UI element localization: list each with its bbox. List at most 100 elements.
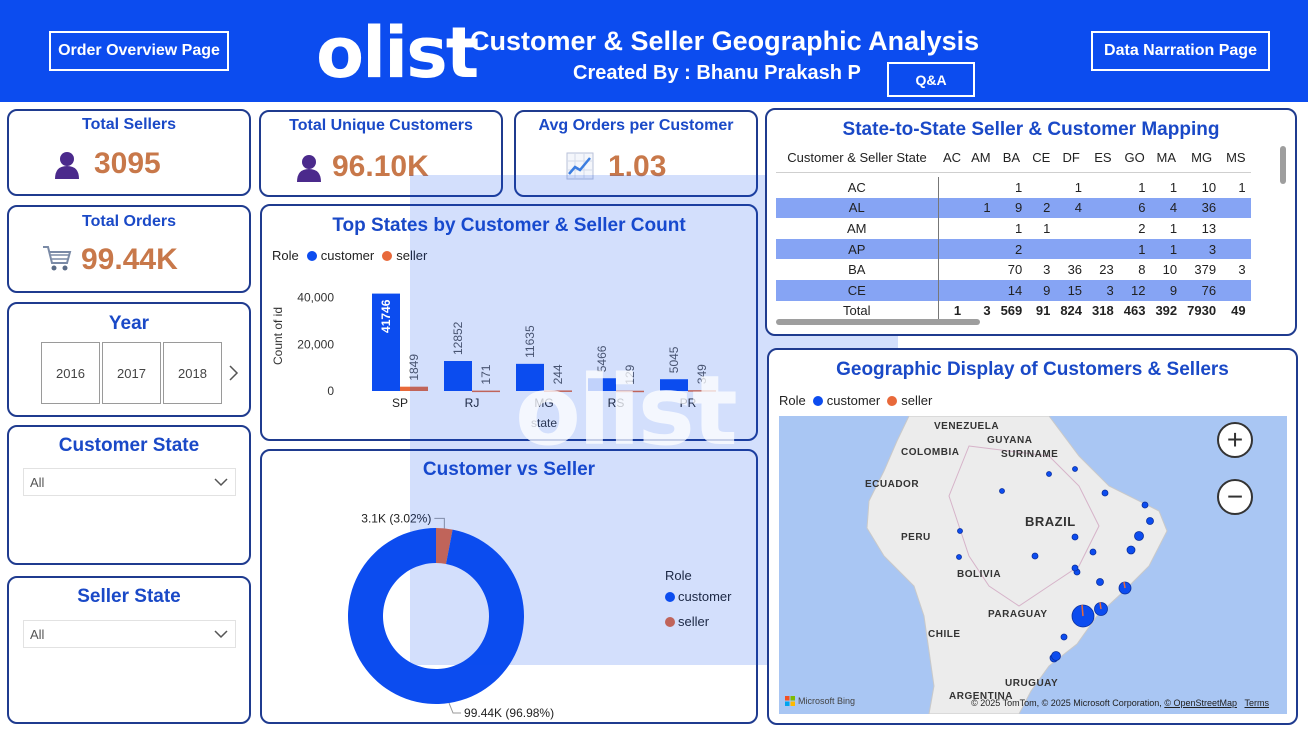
map-bubble[interactable] bbox=[1060, 633, 1068, 641]
matrix-cell: 23 bbox=[1099, 262, 1114, 278]
matrix-column-header[interactable]: BA bbox=[1002, 150, 1021, 166]
attribution-text: © 2025 TomTom, © 2025 Microsoft Corporat… bbox=[971, 698, 1162, 708]
year-tile-2016[interactable]: 2016 bbox=[41, 342, 100, 404]
matrix-column-header[interactable]: AC bbox=[943, 150, 962, 166]
matrix-cell bbox=[938, 197, 967, 219]
map-bubble[interactable] bbox=[1071, 564, 1079, 572]
order-overview-button[interactable]: Order Overview Page bbox=[49, 31, 229, 71]
matrix-row[interactable]: CE 14 9 15 3 12 9 76 bbox=[776, 279, 1251, 301]
matrix-corner-header[interactable]: Customer & Seller State bbox=[787, 150, 927, 166]
matrix-cell bbox=[1087, 218, 1119, 239]
matrix-column-header[interactable]: ES bbox=[1094, 150, 1112, 166]
map-bubble[interactable] bbox=[1146, 517, 1154, 525]
qa-button[interactable]: Q&A bbox=[887, 62, 975, 97]
donut-slice-seller[interactable] bbox=[436, 528, 453, 564]
matrix-header-row: Customer & Seller State AC AM BA CE DF ES GO MA M… bbox=[776, 144, 1251, 172]
matrix-cell: 13 bbox=[1201, 220, 1217, 236]
map-label-brazil: BRAZIL bbox=[1025, 514, 1076, 529]
avg-orders-card: Avg Orders per Customer 1.03 bbox=[514, 110, 758, 197]
year-slicer-title: Year bbox=[108, 313, 150, 334]
matrix-horizontal-scrollbar[interactable] bbox=[776, 319, 980, 325]
matrix-row[interactable]: AC 1 1 1 1 10 1 bbox=[776, 177, 1251, 198]
matrix-cell: 1 bbox=[1150, 238, 1183, 260]
zoom-out-button[interactable]: − bbox=[1217, 479, 1253, 515]
map-bubble[interactable] bbox=[1051, 651, 1061, 661]
map-bubble[interactable] bbox=[1126, 545, 1136, 555]
matrix-column-header[interactable]: MG bbox=[1191, 150, 1213, 166]
map-attribution: © 2025 TomTom, © 2025 Microsoft Corporat… bbox=[971, 698, 1269, 708]
chevron-right-icon[interactable] bbox=[227, 364, 239, 382]
seller-state-dropdown[interactable]: All bbox=[23, 620, 236, 648]
state-matrix-table: Customer & Seller State AC AM BA CE DF ES GO MA M… bbox=[776, 144, 1251, 320]
matrix-cell: 2 bbox=[995, 238, 1028, 260]
matrix-row[interactable]: AL 1 9 2 4 6 4 36 bbox=[776, 197, 1251, 219]
matrix-cell: 1 bbox=[1043, 220, 1051, 236]
data-label-customer-PR: 5045 bbox=[667, 346, 681, 373]
year-tile-2018[interactable]: 2018 bbox=[163, 342, 222, 404]
map-bubble[interactable] bbox=[956, 554, 962, 560]
matrix-column-header[interactable]: AM bbox=[971, 150, 991, 166]
zoom-in-button[interactable]: + bbox=[1217, 422, 1253, 458]
matrix-cell: 8 bbox=[1138, 262, 1146, 278]
south-america-map[interactable]: VENEZUELA GUYANA SURINAME COLOMBIA ECUAD… bbox=[779, 416, 1287, 714]
legend-label-seller: seller bbox=[901, 393, 933, 408]
matrix-row-header: BA bbox=[776, 259, 939, 280]
matrix-column-header[interactable]: GO bbox=[1124, 150, 1145, 166]
matrix-row[interactable]: AM 1 1 2 1 13 bbox=[776, 218, 1251, 239]
matrix-total-cell: 49 bbox=[1231, 303, 1246, 319]
map-bubble[interactable] bbox=[957, 528, 963, 534]
map-bubble[interactable] bbox=[1096, 578, 1104, 586]
matrix-viewport[interactable]: Customer & Seller State AC AM BA CE DF ES GO MA M… bbox=[776, 144, 1283, 320]
bar-customer-RJ[interactable] bbox=[444, 361, 472, 391]
matrix-row[interactable]: AP 2 1 1 3 bbox=[776, 238, 1251, 260]
matrix-cell bbox=[1221, 238, 1251, 260]
matrix-vertical-scrollbar[interactable] bbox=[1280, 146, 1286, 184]
terms-link[interactable]: Terms bbox=[1244, 698, 1270, 708]
matrix-cell bbox=[938, 238, 967, 260]
bing-label: Microsoft Bing bbox=[798, 696, 856, 706]
map-bubble[interactable] bbox=[1141, 501, 1149, 509]
map-bubble-seller-slice bbox=[1099, 602, 1102, 610]
matrix-column-header[interactable]: CE bbox=[1032, 150, 1051, 166]
matrix-cell bbox=[1221, 218, 1251, 239]
map-bubble[interactable] bbox=[1031, 552, 1039, 560]
matrix-cell: 3 bbox=[1043, 262, 1051, 278]
legend-dot-seller bbox=[382, 250, 393, 261]
bar-customer-MG[interactable] bbox=[516, 363, 544, 391]
map-bubble[interactable] bbox=[1046, 471, 1052, 477]
bar-seller-MG[interactable] bbox=[544, 390, 572, 392]
data-narration-button[interactable]: Data Narration Page bbox=[1091, 31, 1270, 71]
kpi-title: Total Unique Customers bbox=[289, 117, 473, 134]
matrix-separator-cell bbox=[776, 171, 1251, 177]
map-bubble[interactable] bbox=[1101, 489, 1109, 497]
map-bubble[interactable] bbox=[1089, 548, 1097, 556]
y-tick-label: 20,000 bbox=[297, 337, 334, 351]
matrix-cell: 36 bbox=[1067, 262, 1083, 278]
matrix-column-header[interactable]: MS bbox=[1226, 150, 1246, 166]
matrix-column-header[interactable]: MA bbox=[1156, 150, 1177, 166]
matrix-total-cell: 91 bbox=[1035, 303, 1051, 319]
matrix-column-header[interactable]: DF bbox=[1062, 150, 1080, 166]
map-bubble[interactable] bbox=[1071, 533, 1079, 541]
map-land-shape bbox=[866, 416, 1168, 714]
map-bubble[interactable] bbox=[1134, 531, 1144, 541]
bar-seller-PR[interactable] bbox=[688, 390, 716, 392]
matrix-row[interactable]: BA 70 3 36 23 8 10 379 3 bbox=[776, 259, 1251, 280]
bar-customer-SP[interactable] bbox=[372, 293, 400, 391]
donut-slice-customer[interactable] bbox=[348, 528, 524, 704]
map-bubble[interactable] bbox=[999, 488, 1005, 494]
customer-state-dropdown[interactable]: All bbox=[23, 468, 236, 496]
map-bubble[interactable] bbox=[1072, 466, 1078, 472]
customer-state-title: Customer State bbox=[58, 435, 200, 456]
bar-seller-RJ[interactable] bbox=[472, 390, 500, 393]
bar-seller-SP[interactable] bbox=[400, 386, 428, 391]
osm-link[interactable]: © OpenStreetMap bbox=[1164, 698, 1237, 708]
matrix-cell: 1 bbox=[1015, 220, 1023, 236]
year-tile-2017[interactable]: 2017 bbox=[102, 342, 161, 404]
bar-seller-RS[interactable] bbox=[616, 390, 644, 393]
matrix-total-label: Total bbox=[776, 300, 939, 320]
bar-customer-RS[interactable] bbox=[588, 378, 616, 391]
matrix-cell bbox=[966, 279, 996, 301]
data-label-customer-SP: 41746 bbox=[379, 299, 393, 333]
bar-customer-PR[interactable] bbox=[660, 379, 688, 391]
